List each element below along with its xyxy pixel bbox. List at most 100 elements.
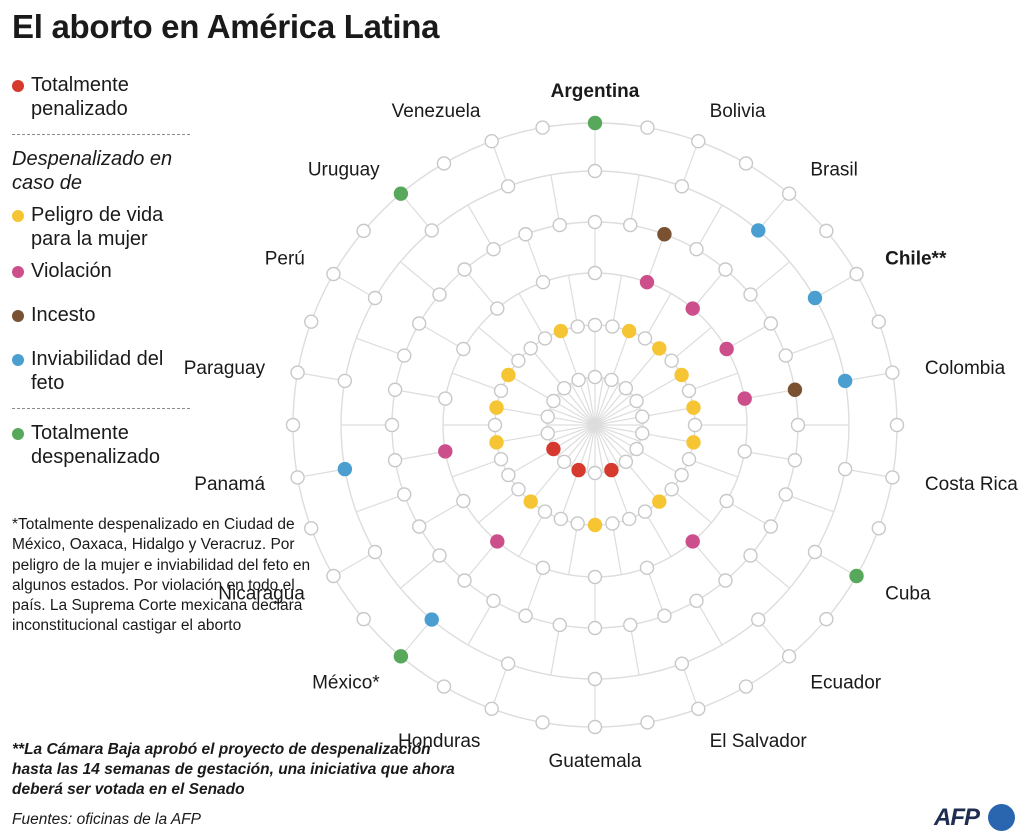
center-spoke — [594, 408, 641, 426]
empty-dot — [681, 452, 697, 467]
legend-item-fetal-unviability: Inviabilidad del feto — [12, 347, 190, 395]
center-spoke — [570, 424, 596, 467]
empty-dot — [781, 649, 797, 664]
empty-dot — [681, 383, 697, 398]
empty-dot — [587, 465, 603, 481]
radar-spoke — [629, 624, 640, 676]
empty-dot — [738, 156, 754, 171]
center-spoke — [594, 393, 633, 426]
status-dot-life-danger — [489, 400, 504, 415]
country-label: Costa Rica — [925, 474, 1018, 495]
radar-spoke — [530, 461, 565, 502]
radar-spoke — [400, 555, 440, 589]
empty-dot — [807, 544, 823, 560]
empty-dot — [518, 227, 533, 242]
chile-footnote: **La Cámara Baja aprobó el proyecto de d… — [12, 741, 455, 798]
brown-dot-icon — [12, 310, 24, 322]
status-dot-incest — [787, 382, 803, 397]
center-spoke — [586, 377, 596, 426]
status-dot-life-danger — [501, 367, 516, 383]
empty-dot — [743, 287, 758, 302]
radar-spoke — [642, 432, 694, 443]
country-label: México* — [312, 673, 380, 694]
country-label: Panamá — [194, 474, 265, 495]
empty-dot — [674, 179, 690, 194]
radar-spoke — [625, 348, 660, 389]
empty-dot — [556, 381, 572, 396]
radar-spoke — [671, 488, 712, 524]
empty-dot — [587, 369, 603, 385]
radar-spoke — [695, 600, 723, 646]
radar-spoke — [636, 448, 682, 476]
empty-dot — [387, 453, 403, 468]
radar-spoke — [814, 273, 857, 299]
center-spoke — [549, 424, 596, 442]
empty-dot — [397, 487, 412, 502]
legend-item-rape: Violación — [12, 259, 190, 283]
empty-dot — [587, 214, 603, 230]
radar-spoke — [400, 193, 433, 231]
center-spoke — [594, 424, 641, 442]
empty-dot — [674, 656, 690, 671]
center-spoke — [594, 424, 627, 463]
empty-dot — [356, 223, 371, 239]
radar-spoke — [845, 371, 893, 382]
empty-dot — [623, 617, 638, 633]
source-note: Fuentes: oficinas de la AFP — [12, 811, 201, 828]
empty-dot — [689, 593, 704, 609]
empty-dot — [657, 608, 672, 623]
empty-dot — [837, 461, 853, 477]
empty-dot — [587, 719, 603, 735]
empty-dot — [285, 417, 301, 433]
radar-spoke — [726, 322, 772, 350]
center-spoke — [547, 416, 596, 426]
empty-dot — [587, 265, 603, 281]
status-dot-fetal-unviability — [837, 373, 853, 389]
empty-dot — [781, 186, 797, 201]
legend-subheading: Despenalizado en caso de — [12, 148, 173, 194]
radar-spoke — [568, 275, 579, 327]
status-dot-total-decriminalized — [587, 115, 603, 131]
country-label: Bolivia — [710, 101, 766, 122]
empty-dot — [511, 482, 526, 497]
radar-spoke — [400, 261, 440, 295]
legend-item-life-danger: Peligro de vida para la mujer — [12, 203, 190, 251]
empty-dot — [718, 262, 733, 277]
country-label: Nicaragua — [218, 584, 305, 605]
center-spoke — [570, 383, 596, 426]
center-spoke — [594, 424, 633, 457]
status-dot-life-danger — [686, 400, 701, 415]
empty-dot — [540, 409, 555, 424]
radar-spoke — [744, 450, 796, 461]
pink-dot-icon — [12, 266, 24, 278]
empty-dot — [356, 611, 371, 627]
radar-spoke — [356, 337, 405, 357]
status-dot-life-danger — [686, 435, 701, 450]
center-spoke — [553, 400, 596, 426]
empty-dot — [618, 454, 634, 469]
status-dot-rape — [639, 274, 655, 290]
empty-dot — [500, 656, 516, 671]
center-spoke — [594, 424, 604, 473]
empty-dot — [290, 365, 305, 380]
empty-dot — [387, 382, 403, 397]
empty-dot — [778, 487, 793, 502]
empty-dot — [691, 134, 706, 149]
radar-spoke — [757, 619, 790, 657]
empty-dot — [819, 611, 834, 627]
radar-spoke — [418, 500, 464, 528]
empty-dot — [486, 241, 501, 257]
empty-dot — [535, 715, 550, 730]
radar-spoke — [400, 619, 433, 657]
empty-dot — [438, 391, 453, 406]
radar-spoke — [646, 234, 665, 283]
center-spoke — [557, 424, 596, 457]
country-label: Guatemala — [549, 751, 642, 772]
empty-dot — [738, 679, 754, 694]
empty-dot — [424, 223, 439, 238]
empty-dot — [691, 701, 706, 716]
status-dot-total-penalized — [604, 462, 619, 478]
center-spoke — [594, 424, 612, 471]
empty-dot — [537, 331, 553, 346]
